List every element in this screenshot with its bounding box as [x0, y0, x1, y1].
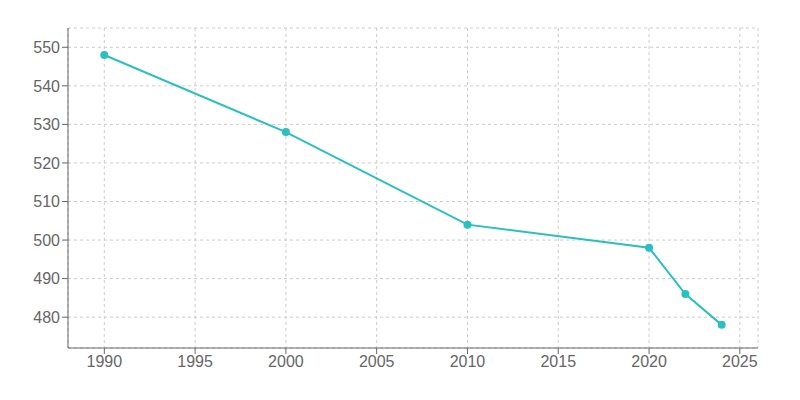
svg-text:2000: 2000 — [268, 353, 304, 370]
svg-text:550: 550 — [33, 39, 60, 56]
svg-text:530: 530 — [33, 116, 60, 133]
svg-text:520: 520 — [33, 155, 60, 172]
svg-text:1995: 1995 — [177, 353, 213, 370]
svg-text:510: 510 — [33, 193, 60, 210]
svg-text:2005: 2005 — [359, 353, 395, 370]
svg-text:540: 540 — [33, 78, 60, 95]
svg-text:480: 480 — [33, 309, 60, 326]
svg-text:1990: 1990 — [87, 353, 123, 370]
svg-text:2020: 2020 — [631, 353, 667, 370]
svg-text:2015: 2015 — [540, 353, 576, 370]
svg-text:2010: 2010 — [450, 353, 486, 370]
svg-text:490: 490 — [33, 270, 60, 287]
svg-text:2025: 2025 — [722, 353, 758, 370]
svg-text:500: 500 — [33, 232, 60, 249]
